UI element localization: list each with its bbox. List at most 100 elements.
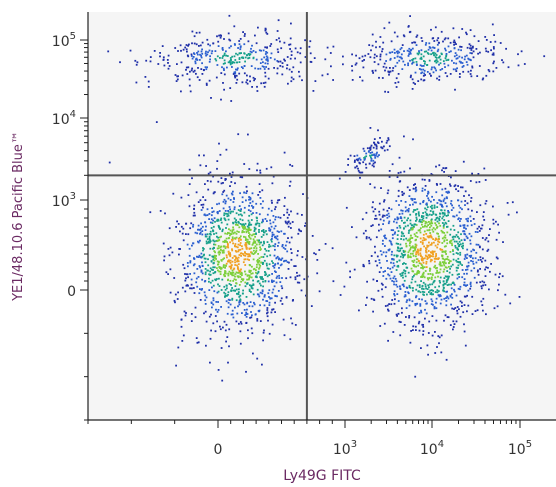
data-point-936 xyxy=(250,269,252,272)
data-point-195 xyxy=(281,303,284,305)
data-point-2863 xyxy=(223,38,225,40)
data-point-1869 xyxy=(408,244,411,247)
data-point-2358 xyxy=(448,191,450,194)
data-point-2168 xyxy=(472,248,474,251)
data-point-2777 xyxy=(276,48,279,51)
data-point-3089 xyxy=(409,59,411,62)
data-point-1051 xyxy=(232,210,234,213)
data-point-1601 xyxy=(418,270,421,273)
data-point-705 xyxy=(269,254,272,257)
data-point-2644 xyxy=(145,59,148,62)
data-point-2806 xyxy=(240,52,242,54)
data-point-438 xyxy=(231,287,233,289)
data-point-2500 xyxy=(375,236,378,239)
data-point-640 xyxy=(235,278,237,281)
data-point-2711 xyxy=(255,58,258,61)
data-point-42 xyxy=(257,258,259,261)
data-point-1269 xyxy=(222,265,225,267)
data-point-1950 xyxy=(481,260,483,263)
data-point-169 xyxy=(227,250,230,253)
data-point-930 xyxy=(209,230,212,233)
data-point-2738 xyxy=(197,50,200,53)
data-point-2551 xyxy=(400,274,403,277)
data-point-506 xyxy=(268,263,271,266)
data-point-3144 xyxy=(469,73,472,75)
data-point-1995 xyxy=(411,237,413,239)
data-point-3442 xyxy=(375,153,378,155)
data-point-2888 xyxy=(234,59,237,61)
data-point-2068 xyxy=(463,272,466,275)
data-point-17 xyxy=(208,237,211,240)
data-point-2009 xyxy=(370,255,373,257)
data-point-2136 xyxy=(428,286,430,289)
data-point-3003 xyxy=(495,67,498,69)
data-point-2655 xyxy=(190,69,193,72)
data-point-1870 xyxy=(388,215,391,218)
data-point-954 xyxy=(213,250,216,252)
data-point-2093 xyxy=(415,288,418,291)
data-point-3120 xyxy=(403,35,406,38)
data-point-2381 xyxy=(443,268,446,271)
data-point-2355 xyxy=(431,228,434,231)
data-point-1309 xyxy=(459,220,461,222)
data-point-3304 xyxy=(445,55,447,58)
data-point-3241 xyxy=(361,55,364,58)
data-point-217 xyxy=(235,236,238,239)
data-point-2930 xyxy=(262,82,265,84)
data-point-1050 xyxy=(223,212,226,215)
data-point-966 xyxy=(287,237,289,239)
data-point-2708 xyxy=(279,65,282,67)
data-point-2138 xyxy=(399,249,402,252)
data-point-2050 xyxy=(446,231,449,234)
data-point-1740 xyxy=(388,248,391,251)
data-point-632 xyxy=(255,232,257,235)
data-point-403 xyxy=(219,270,222,273)
data-point-2326 xyxy=(455,269,458,272)
data-point-3399 xyxy=(361,171,364,174)
data-point-1959 xyxy=(411,199,414,202)
data-point-2681 xyxy=(196,52,198,54)
data-point-844 xyxy=(224,292,227,295)
data-point-545 xyxy=(239,300,242,303)
data-point-1395 xyxy=(435,297,438,300)
data-point-3208 xyxy=(432,71,435,74)
data-point-2939 xyxy=(280,47,283,50)
data-point-2367 xyxy=(409,234,412,237)
data-point-1981 xyxy=(399,216,402,218)
data-point-2713 xyxy=(290,22,292,25)
data-point-2390 xyxy=(441,242,444,244)
data-point-397 xyxy=(271,235,274,238)
data-point-2271 xyxy=(480,227,483,230)
data-point-2363 xyxy=(423,276,426,279)
data-point-3196 xyxy=(482,77,485,80)
data-point-1567 xyxy=(434,352,437,354)
data-point-2885 xyxy=(212,42,215,45)
data-point-1880 xyxy=(459,300,462,303)
data-point-1213 xyxy=(208,273,210,276)
data-point-2796 xyxy=(233,61,236,64)
data-point-1323 xyxy=(429,269,431,272)
data-point-2213 xyxy=(413,184,415,186)
data-point-1618 xyxy=(506,202,509,204)
data-point-2436 xyxy=(434,237,437,240)
data-point-85 xyxy=(234,285,237,287)
data-point-2385 xyxy=(419,249,422,252)
data-point-652 xyxy=(279,216,282,219)
data-point-1555 xyxy=(417,229,420,232)
data-point-2444 xyxy=(404,263,407,265)
data-point-873 xyxy=(207,188,210,191)
data-point-2304 xyxy=(376,264,379,267)
data-point-801 xyxy=(212,225,215,228)
data-point-1516 xyxy=(438,280,441,282)
data-point-2847 xyxy=(134,59,137,62)
data-point-2081 xyxy=(452,249,454,251)
data-point-2293 xyxy=(429,222,432,225)
data-point-521 xyxy=(266,275,269,278)
data-point-1239 xyxy=(202,206,204,209)
data-point-516 xyxy=(210,218,213,221)
data-point-1261 xyxy=(199,266,201,269)
data-point-1419 xyxy=(422,333,424,336)
data-point-1216 xyxy=(202,247,204,249)
data-point-255 xyxy=(249,301,252,303)
data-point-3389 xyxy=(381,140,383,143)
